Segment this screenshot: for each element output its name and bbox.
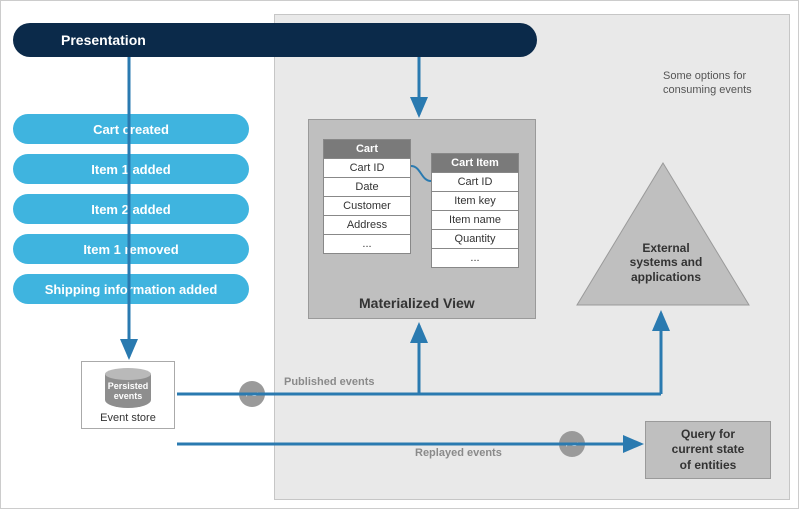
options-note-line2: consuming events	[663, 84, 752, 96]
table-cartitem-header: Cart Item	[432, 154, 518, 173]
table-cartitem: Cart Item Cart ID Item key Item name Qua…	[431, 153, 519, 268]
table-cart-header: Cart	[324, 140, 410, 159]
event-pill-4: Shipping information added	[13, 274, 249, 304]
table-cart-col-4: ...	[324, 235, 410, 253]
table-cartitem-col-4: ...	[432, 249, 518, 267]
cylinder-label: Persisted events	[105, 382, 151, 402]
event-store: Persisted events Event store	[81, 361, 175, 429]
event-store-caption: Event store	[92, 412, 164, 424]
table-cart-col-3: Address	[324, 216, 410, 235]
presentation-pill: Presentation	[13, 23, 537, 57]
event-pill-0: Cart created	[13, 114, 249, 144]
options-note: Some options for consuming events	[663, 69, 752, 98]
materialized-view-title: Materialized View	[359, 295, 475, 311]
table-cart-col-0: Cart ID	[324, 159, 410, 178]
presentation-label: Presentation	[61, 32, 146, 48]
tilde-replayed-icon: ∼	[559, 431, 585, 457]
options-note-line1: Some options for	[663, 70, 746, 82]
table-cart: Cart Cart ID Date Customer Address ...	[323, 139, 411, 254]
table-cartitem-col-2: Item name	[432, 211, 518, 230]
event-pill-4-label: Shipping information added	[45, 282, 218, 297]
event-pill-2-label: Item 2 added	[91, 202, 170, 217]
table-cart-col-1: Date	[324, 178, 410, 197]
external-label: External systems and applications	[621, 241, 711, 284]
event-pill-2: Item 2 added	[13, 194, 249, 224]
query-box: Query for current state of entities	[645, 421, 771, 479]
flow-label-replayed: Replayed events	[415, 447, 502, 459]
event-pill-1: Item 1 added	[13, 154, 249, 184]
flow-label-published: Published events	[284, 376, 374, 388]
external-triangle	[573, 159, 753, 314]
table-cartitem-col-1: Item key	[432, 192, 518, 211]
event-pill-1-label: Item 1 added	[91, 162, 170, 177]
table-cart-col-2: Customer	[324, 197, 410, 216]
event-pill-3: Item 1 removed	[13, 234, 249, 264]
tilde-published-icon: ∼	[239, 381, 265, 407]
event-pill-3-label: Item 1 removed	[83, 242, 178, 257]
table-cartitem-col-0: Cart ID	[432, 173, 518, 192]
table-cartitem-col-3: Quantity	[432, 230, 518, 249]
event-store-outline: Persisted events Event store	[81, 361, 175, 429]
event-pill-0-label: Cart created	[93, 122, 169, 137]
cylinder-top	[105, 368, 151, 380]
